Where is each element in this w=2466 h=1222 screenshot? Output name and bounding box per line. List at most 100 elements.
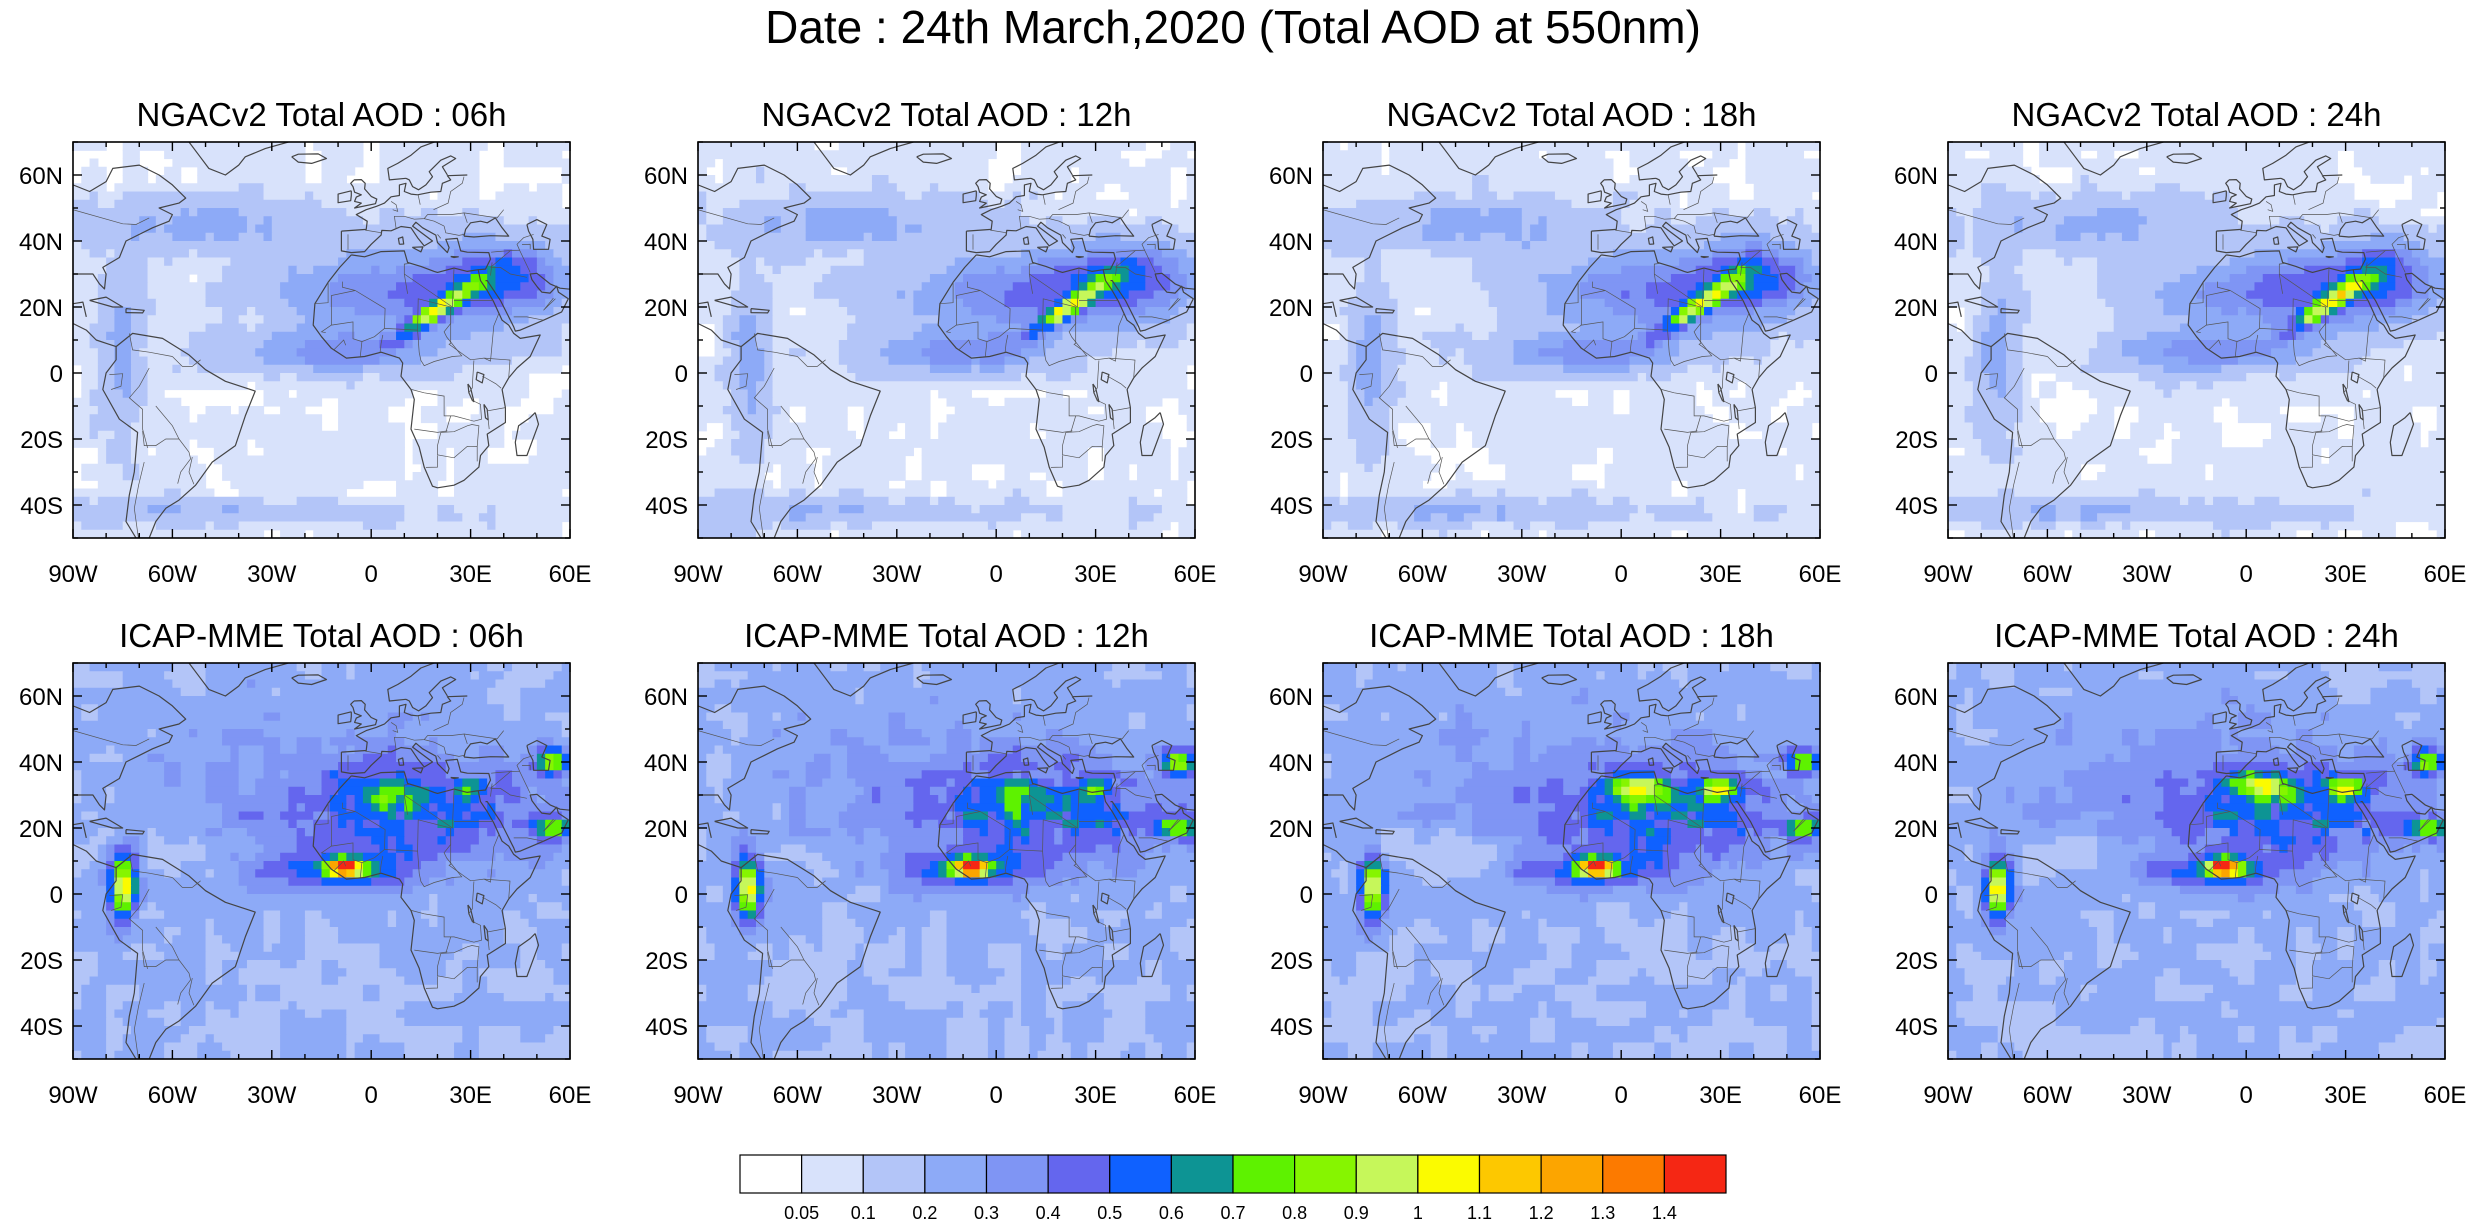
x-tick-label: 30W bbox=[247, 1082, 297, 1109]
x-tick-label: 0 bbox=[365, 561, 378, 588]
y-tick-label: 20S bbox=[1270, 948, 1313, 975]
x-tick-label: 60W bbox=[2023, 1082, 2073, 1109]
y-tick-label: 40N bbox=[1269, 750, 1313, 777]
country-borders bbox=[1323, 697, 1806, 1059]
coastlines bbox=[73, 142, 570, 538]
aod-field bbox=[73, 142, 570, 538]
x-tick-label: 90W bbox=[1923, 561, 1973, 588]
x-tick-label: 30W bbox=[2122, 561, 2172, 588]
x-tick-label: 30E bbox=[449, 1082, 492, 1109]
x-tick-label: 60W bbox=[2023, 561, 2073, 588]
map-panel: NGACv2 Total AOD : 06h 90W 60W 30W 0 30E 60E 60… bbox=[19, 96, 591, 588]
panel-title: NGACv2 Total AOD : 18h bbox=[1387, 96, 1757, 133]
y-tick-label: 40N bbox=[644, 750, 688, 777]
x-tick-label: 60W bbox=[148, 561, 198, 588]
panel-title: NGACv2 Total AOD : 06h bbox=[137, 96, 507, 133]
colorbar-label: 0.9 bbox=[1344, 1203, 1369, 1222]
x-tick-label: 60E bbox=[2424, 561, 2466, 588]
x-tick-label: 30E bbox=[1074, 561, 1117, 588]
coastlines bbox=[73, 663, 570, 1059]
y-tick-label: 20S bbox=[1270, 427, 1313, 454]
x-tick-label: 60E bbox=[549, 1082, 592, 1109]
y-tick-label: 0 bbox=[1925, 361, 1938, 388]
colorbar-label: 1.1 bbox=[1467, 1203, 1492, 1222]
x-tick-label: 90W bbox=[1298, 561, 1348, 588]
x-tick-label: 0 bbox=[990, 1082, 1003, 1109]
aod-field bbox=[1948, 142, 2445, 538]
aod-field bbox=[698, 663, 1195, 1059]
y-tick-label: 20N bbox=[1894, 295, 1938, 322]
colorbar-label: 1.4 bbox=[1652, 1203, 1677, 1222]
x-tick-label: 0 bbox=[2240, 561, 2253, 588]
x-tick-label: 0 bbox=[990, 561, 1003, 588]
colorbar-swatch bbox=[924, 1154, 988, 1194]
colorbar-label: 0.5 bbox=[1097, 1203, 1122, 1222]
y-tick-label: 40N bbox=[19, 229, 63, 256]
x-tick-label: 30E bbox=[1074, 1082, 1117, 1109]
aod-field bbox=[698, 142, 1195, 538]
colorbar-swatch bbox=[801, 1154, 864, 1194]
coastlines bbox=[1948, 142, 2445, 538]
y-tick-label: 20N bbox=[644, 816, 688, 843]
axis-ticks bbox=[1947, 141, 2446, 539]
x-tick-label: 0 bbox=[1615, 1082, 1628, 1109]
x-tick-label: 60E bbox=[2424, 1082, 2466, 1109]
colorbar-label: 0.1 bbox=[851, 1203, 876, 1222]
y-tick-label: 60N bbox=[1269, 684, 1313, 711]
x-tick-label: 30W bbox=[872, 1082, 922, 1109]
aod-field bbox=[1323, 142, 1820, 538]
y-tick-label: 20N bbox=[1894, 816, 1938, 843]
coastlines bbox=[698, 142, 1195, 538]
x-tick-label: 60E bbox=[549, 561, 592, 588]
axis-ticks bbox=[1322, 141, 1821, 539]
y-tick-label: 20S bbox=[1895, 427, 1938, 454]
x-tick-label: 60W bbox=[148, 1082, 198, 1109]
y-tick-label: 40S bbox=[1895, 493, 1938, 520]
y-tick-label: 0 bbox=[50, 882, 63, 909]
colorbar-label: 0.3 bbox=[974, 1203, 999, 1222]
x-tick-label: 90W bbox=[1923, 1082, 1973, 1109]
map-panel: ICAP-MME Total AOD : 06h 90W 60W 30W 0 30E 60E… bbox=[19, 617, 591, 1109]
y-tick-label: 40S bbox=[645, 493, 688, 520]
aod-field bbox=[73, 663, 570, 1059]
y-tick-label: 20S bbox=[20, 948, 63, 975]
y-tick-label: 40S bbox=[645, 1014, 688, 1041]
axis-ticks bbox=[1947, 662, 2446, 1060]
x-tick-label: 0 bbox=[2240, 1082, 2253, 1109]
axis-ticks bbox=[72, 662, 571, 1060]
y-tick-label: 60N bbox=[644, 163, 688, 190]
y-tick-label: 20N bbox=[644, 295, 688, 322]
x-tick-label: 90W bbox=[1298, 1082, 1348, 1109]
colorbar-swatch bbox=[1355, 1154, 1419, 1194]
country-borders bbox=[698, 176, 1181, 538]
y-tick-label: 40S bbox=[20, 1014, 63, 1041]
y-tick-label: 60N bbox=[1894, 684, 1938, 711]
x-tick-label: 30W bbox=[1497, 561, 1547, 588]
panel-title: ICAP-MME Total AOD : 06h bbox=[119, 617, 524, 654]
y-tick-label: 40N bbox=[1269, 229, 1313, 256]
map-panel: NGACv2 Total AOD : 18h 90W 60W 30W 0 30E 60E 60… bbox=[1269, 96, 1841, 588]
figure-title: Date : 24th March,2020 (Total AOD at 550… bbox=[765, 1, 1701, 53]
x-tick-label: 30W bbox=[247, 561, 297, 588]
x-tick-label: 0 bbox=[365, 1082, 378, 1109]
x-tick-label: 90W bbox=[48, 561, 98, 588]
x-tick-label: 60W bbox=[1398, 561, 1448, 588]
axis-ticks bbox=[697, 141, 1196, 539]
y-tick-label: 60N bbox=[644, 684, 688, 711]
y-tick-label: 40N bbox=[644, 229, 688, 256]
country-borders bbox=[698, 697, 1181, 1059]
x-tick-label: 30E bbox=[1699, 561, 1742, 588]
x-tick-label: 90W bbox=[673, 1082, 723, 1109]
colorbar-label: 0.8 bbox=[1282, 1203, 1307, 1222]
y-tick-label: 20N bbox=[1269, 816, 1313, 843]
colorbar: 0.05 0.1 0.2 0.3 0.4 0.5 0.6 0.7 0.8 0.9 1 1.1 1.2 1.… bbox=[739, 1154, 1727, 1222]
map-panel: NGACv2 Total AOD : 12h 90W 60W 30W 0 30E 60E 60… bbox=[644, 96, 1216, 588]
country-borders bbox=[73, 697, 556, 1059]
map-panel: ICAP-MME Total AOD : 18h 90W 60W 30W 0 30E 60E… bbox=[1269, 617, 1841, 1109]
colorbar-label: 1.3 bbox=[1590, 1203, 1615, 1222]
colorbar-label: 0.7 bbox=[1220, 1203, 1245, 1222]
colorbar-swatch bbox=[1540, 1154, 1604, 1194]
colorbar-swatch bbox=[985, 1154, 1049, 1194]
x-tick-label: 30E bbox=[2324, 1082, 2367, 1109]
y-tick-label: 0 bbox=[675, 882, 688, 909]
